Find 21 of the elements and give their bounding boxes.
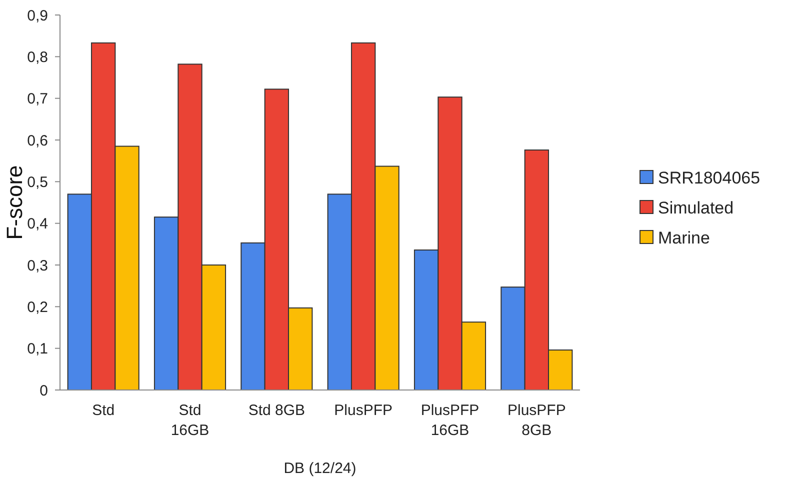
x-tick-label: PlusPFP (334, 402, 393, 419)
x-tick-label: PlusPFP 8GB (507, 402, 566, 439)
y-tick-label: 0,6 (27, 132, 48, 150)
x-tick-label: Std 8GB (248, 402, 306, 419)
y-tick-label: 0,3 (27, 257, 48, 274)
legend-label: SRR1804065 (658, 168, 760, 188)
y-tick-label: 0 (40, 382, 48, 400)
y-tick-label: 0,5 (27, 174, 48, 191)
x-tick-label: Std (92, 402, 115, 419)
y-tick-label: 0,4 (27, 216, 48, 233)
x-axis-title: DB (12/24) (284, 460, 356, 477)
x-tick-label: Std 16GB (170, 402, 210, 439)
y-tick-label: 0,2 (27, 298, 48, 316)
y-tick-label: 0,9 (27, 7, 48, 24)
y-axis-title: F-score (2, 165, 27, 240)
legend-label: Simulated (658, 198, 734, 218)
y-tick-label: 0,1 (27, 340, 48, 358)
y-tick-label: 0,7 (27, 90, 48, 108)
y-tick-label: 0,8 (27, 48, 48, 66)
legend-label: Marine (658, 228, 710, 248)
x-tick-label: PlusPFP 16GB (420, 402, 480, 439)
